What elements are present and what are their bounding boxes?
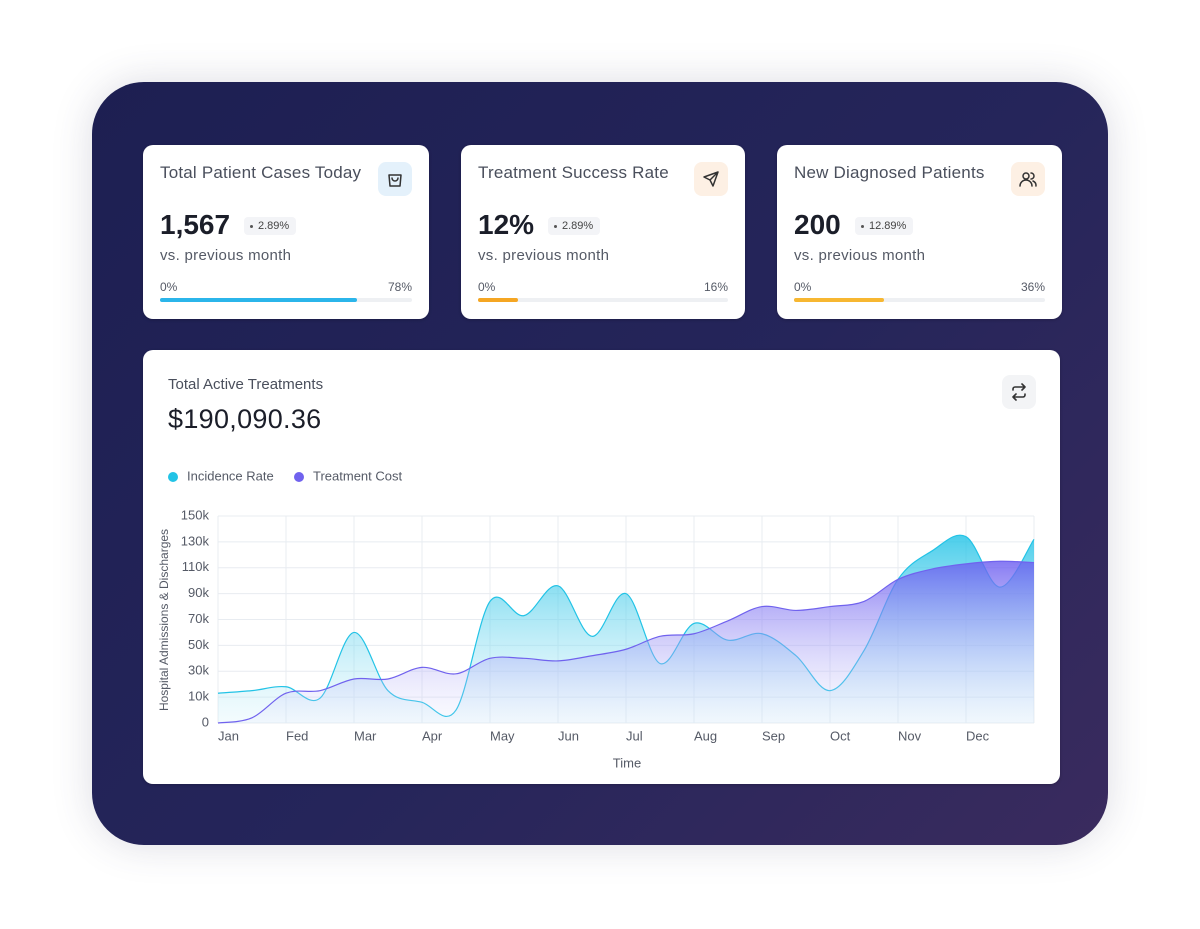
card-title: Treatment Success Rate	[478, 163, 669, 182]
kpi-card: Treatment Success Rate 12% 2.89% vs. previo…	[461, 145, 745, 319]
card-value: 1,567	[160, 209, 231, 240]
kpi-card: Total Patient Cases Today 1,567 2.89% vs. p…	[143, 145, 429, 319]
x-tick-label: Apr	[422, 728, 443, 743]
legend-marker	[294, 472, 304, 482]
x-tick-label: Mar	[354, 728, 377, 743]
kpi-card: New Diagnosed Patients 200 12.89% vs. previ…	[777, 145, 1062, 319]
icon-glyph	[388, 174, 402, 187]
y-tick-label: 150k	[181, 507, 210, 522]
refresh-button[interactable]	[1002, 375, 1036, 409]
refresh-icon	[1012, 383, 1026, 401]
card-icon	[1011, 162, 1045, 196]
card-title: New Diagnosed Patients	[794, 163, 985, 182]
legend-marker	[168, 472, 178, 482]
card-value: 12%	[478, 209, 535, 240]
y-tick-label: 30k	[188, 663, 209, 678]
x-tick-label: Oct	[830, 728, 851, 743]
x-tick-label: Jan	[218, 728, 239, 743]
progress-fill	[794, 298, 885, 302]
panel-value: $190,090.36	[168, 404, 322, 434]
y-axis-title: Hospital Admissions & Discharges	[157, 529, 171, 711]
icon-glyph	[1019, 172, 1037, 187]
y-tick-label: 50k	[188, 637, 209, 652]
comparison: vs. previous month	[160, 247, 292, 264]
card-icon	[694, 162, 728, 196]
legend-label: Incidence Rate	[187, 468, 274, 483]
x-tick-label: May	[490, 728, 515, 743]
progress-track	[160, 298, 412, 302]
progress-track	[794, 298, 1045, 302]
card-value: 200	[794, 209, 841, 240]
change-badge: 2.89%	[548, 217, 601, 235]
comparison: vs. previous month	[794, 247, 926, 264]
change-badge: 2.89%	[244, 217, 297, 235]
panel-title: Total Active Treatments	[168, 376, 324, 393]
progress-fill	[478, 298, 518, 302]
x-tick-label: Fed	[286, 728, 308, 743]
x-tick-label: Sep	[762, 728, 785, 743]
x-tick-label: Aug	[694, 728, 717, 743]
card-title: Total Patient Cases Today	[160, 163, 362, 182]
comparison: vs. previous month	[478, 247, 610, 264]
progress-end: 78%	[387, 280, 412, 294]
progress-start: 0%	[794, 280, 812, 294]
y-tick-label: 90k	[188, 585, 209, 600]
x-tick-label: Dec	[966, 728, 990, 743]
area	[218, 535, 1034, 723]
y-tick-label: 130k	[181, 533, 210, 548]
x-tick-label: Nov	[898, 728, 922, 743]
y-tick-label: 110k	[182, 559, 210, 574]
progress-fill	[160, 298, 357, 302]
area	[218, 561, 1034, 723]
y-tick-label: 70k	[188, 611, 209, 626]
x-tick-label: Jun	[558, 728, 579, 743]
y-tick-label: 0	[202, 714, 209, 729]
progress-end: 16%	[703, 280, 728, 294]
progress-track	[478, 298, 728, 302]
progress-start: 0%	[478, 280, 496, 294]
y-tick-label: 10k	[188, 689, 209, 704]
icon-glyph	[703, 171, 719, 187]
progress-start: 0%	[160, 280, 178, 294]
progress-end: 36%	[1020, 280, 1045, 294]
line	[217, 560, 1035, 724]
change-badge: 12.89%	[855, 217, 914, 235]
legend-label: Treatment Cost	[313, 468, 402, 483]
x-axis-title: Time	[613, 755, 641, 770]
card-icon	[378, 162, 412, 196]
x-tick-label: Jul	[626, 728, 643, 743]
